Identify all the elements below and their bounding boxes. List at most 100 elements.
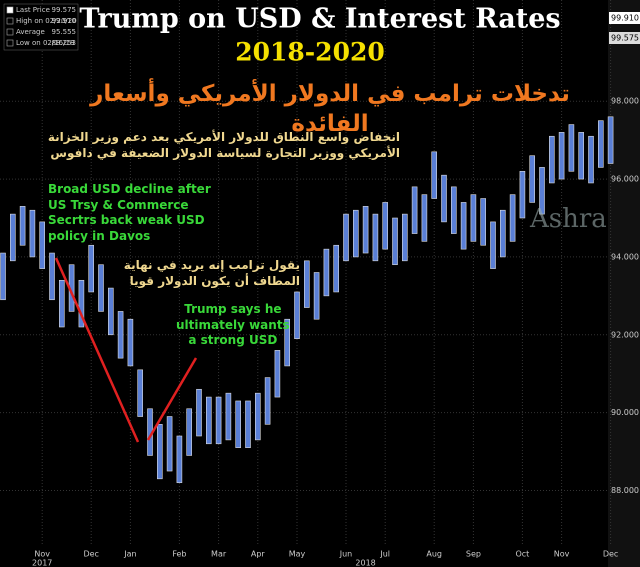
annotation-en: Broad USD decline after US Trsy & Commerc… (48, 182, 211, 244)
range-bar (392, 217, 398, 266)
arabic-subtitle: تدخلات ترامب في الدولار الأمريكي وأسعار … (90, 81, 570, 137)
range-bar (372, 213, 379, 262)
range-bar (323, 248, 330, 297)
chart-subtitle: 2018-2020 (235, 38, 385, 67)
range-bar (607, 116, 614, 164)
y-tick-label: 98.000 (611, 97, 639, 106)
legend-value: 99.575 (52, 6, 77, 14)
range-bar (470, 194, 477, 242)
range-bar (225, 392, 232, 441)
range-bar (450, 186, 457, 234)
annotation-line: US Trsy & Commerce (48, 197, 189, 212)
range-bar (588, 135, 594, 184)
x-tick-label: Jul (379, 550, 390, 559)
range-bar (127, 318, 134, 367)
range-bar (460, 202, 467, 250)
range-bar (58, 279, 65, 328)
range-bar (215, 396, 222, 445)
range-bar (509, 194, 516, 242)
watermark: Ashra (529, 204, 607, 234)
range-bar (597, 120, 604, 168)
range-bar (137, 369, 143, 417)
legend-swatch (6, 39, 14, 47)
range-bar (196, 388, 202, 437)
annotation-line: المطاف أن يكون الدولار قويا (129, 273, 300, 288)
x-tick-label: Mar (211, 550, 227, 559)
annotation-line: يقول ترامب إنه يريد في نهاية (123, 258, 300, 272)
range-bar (10, 213, 16, 262)
range-bar (411, 186, 418, 234)
x-tick-label: Aug (426, 550, 442, 559)
legend-value: 95.555 (52, 28, 77, 36)
range-bar (117, 311, 124, 359)
legend-box (3, 3, 79, 51)
annotation-line: ultimately wants (176, 317, 290, 332)
range-bar (49, 252, 55, 301)
range-bar (490, 221, 496, 269)
range-bar (352, 209, 359, 258)
range-bar (303, 260, 310, 308)
range-bar (245, 400, 251, 448)
range-bar (343, 213, 349, 262)
annotation-ar: يقول ترامب إنه يريد في نهاية المطاف أن يك… (110, 258, 300, 289)
range-bar (98, 264, 104, 312)
range-bar (499, 209, 506, 258)
annotation-line: a strong USD (188, 333, 278, 348)
x-group-label: 2017 (32, 559, 52, 567)
price-marker-label: 99.575 (611, 34, 639, 43)
range-bar (362, 206, 369, 254)
legend-swatch (6, 6, 14, 14)
range-bar (519, 170, 526, 219)
range-bar (284, 318, 291, 367)
x-tick-label: Oct (515, 550, 529, 559)
y-tick-label: 88.000 (611, 486, 639, 495)
range-bar (39, 221, 46, 269)
annotation-line: Broad USD decline after (48, 182, 211, 196)
y-tick-label: 92.000 (611, 330, 639, 339)
range-bar (78, 279, 85, 328)
range-bar (313, 272, 320, 320)
range-bar (264, 377, 271, 425)
annotation-en: Trump says he ultimately wants a strong US… (176, 302, 290, 349)
range-bar (206, 396, 212, 445)
annotation-line: الأمريكي ووزير التجارة لسياسة الدولار ال… (50, 145, 400, 160)
range-bar (88, 244, 94, 293)
legend-swatch (6, 17, 14, 25)
range-bar (441, 174, 447, 223)
axis-panel (608, 0, 640, 567)
range-bar (431, 151, 438, 199)
chart-title: Trump on USD & Interest Rates (79, 4, 560, 35)
range-bar (0, 252, 6, 301)
x-tick-label: Jun (339, 550, 353, 559)
arrow-line (146, 357, 198, 441)
range-bar (578, 132, 585, 180)
x-group-label: 2018 (355, 559, 375, 567)
x-tick-label: Feb (172, 550, 186, 559)
annotation-line: Trump says he (184, 302, 282, 316)
range-bar (568, 124, 575, 172)
range-bar (333, 244, 340, 293)
legend-value: 99.910 (52, 17, 77, 25)
range-bar (382, 202, 389, 250)
legend-swatch (6, 28, 14, 36)
annotation-ar: انخفاض واسع النطاق للدولار الأمريكي بعد … (48, 130, 400, 161)
x-tick-label: Dec (83, 550, 98, 559)
arrow-line (54, 257, 140, 443)
range-bar (480, 198, 487, 246)
range-bar (157, 424, 163, 480)
y-tick-label: 90.000 (611, 408, 639, 417)
x-tick-label: May (289, 550, 306, 559)
x-tick-label: Apr (251, 550, 266, 559)
range-bar (166, 416, 173, 472)
range-bar (19, 206, 26, 246)
range-bar (539, 167, 545, 215)
price-marker (609, 32, 640, 44)
legend-label: High on 02/20/20 (16, 17, 77, 25)
price-marker-label: 99.910 (611, 14, 639, 23)
range-bar (255, 392, 261, 441)
y-tick-label: 96.000 (611, 175, 639, 184)
legend-label: Low on 02/16/18 (16, 39, 74, 47)
range-bar (274, 350, 281, 398)
